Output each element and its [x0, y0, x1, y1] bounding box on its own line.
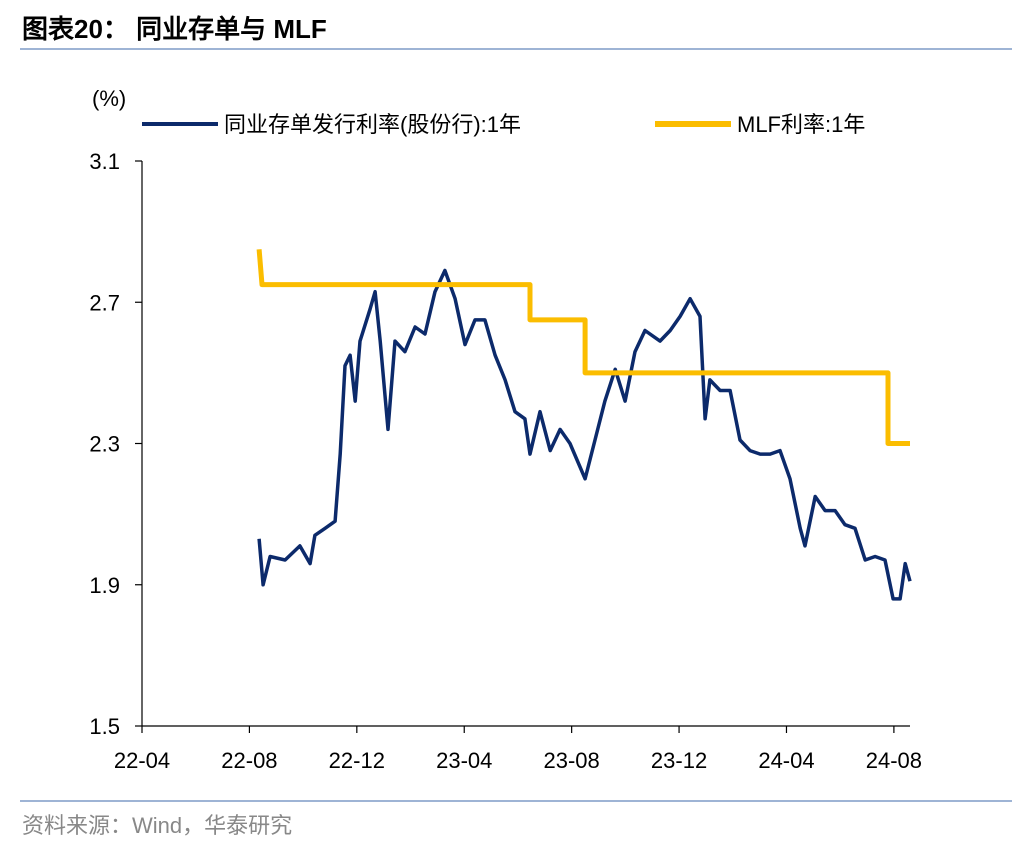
x-tick-label: 22-04: [114, 748, 170, 773]
series-line: [257, 268, 912, 601]
x-tick-label: 24-04: [758, 748, 814, 773]
x-tick-label: 22-08: [221, 748, 277, 773]
y-axis-label: (%): [92, 86, 126, 111]
y-tick-label: 1.9: [89, 573, 120, 598]
series-line: [256, 249, 910, 446]
y-tick-label: 3.1: [89, 149, 120, 174]
legend-label: MLF利率:1年: [737, 112, 865, 137]
legend-label: 同业存单发行利率(股份行):1年: [224, 112, 521, 137]
x-tick-label: 23-12: [651, 748, 707, 773]
y-tick-label: 1.5: [89, 714, 120, 739]
x-tick-label: 22-12: [329, 748, 385, 773]
x-tick-label: 23-08: [544, 748, 600, 773]
x-tick-label: 24-08: [866, 748, 922, 773]
x-tick-label: 23-04: [436, 748, 492, 773]
y-tick-label: 2.7: [89, 290, 120, 315]
source: 资料来源：Wind，华泰研究: [22, 813, 292, 838]
chart-title: 图表20： 同业存单与 MLF: [22, 14, 327, 44]
y-tick-label: 2.3: [89, 432, 120, 457]
